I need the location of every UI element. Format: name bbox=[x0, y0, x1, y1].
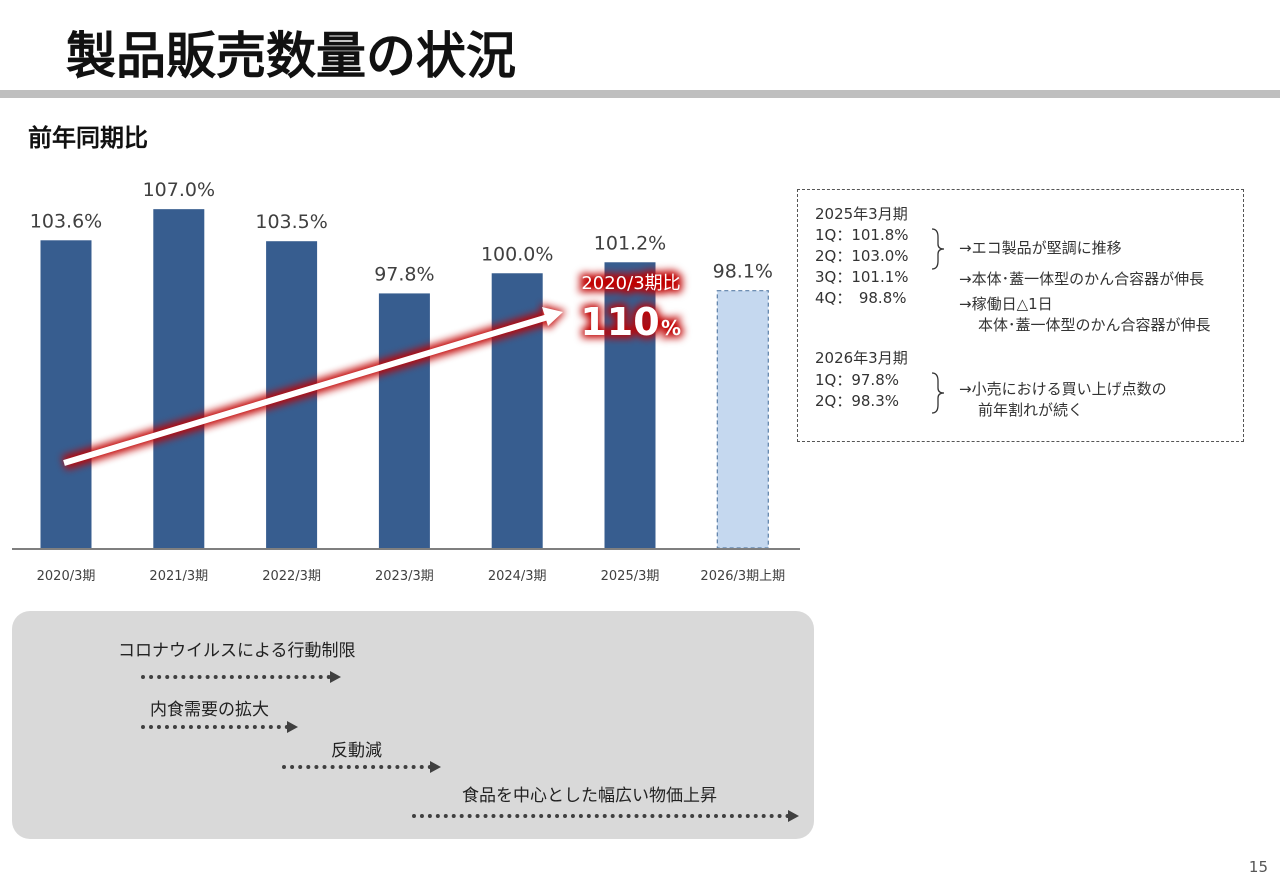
fy2026-q1: 1Q：97.8% bbox=[815, 370, 899, 391]
bar-forecast bbox=[717, 291, 768, 548]
bar-value-label: 100.0% bbox=[481, 243, 553, 265]
annotation-value: 110 bbox=[580, 300, 659, 344]
fy2026-comment-2: 前年割れが続く bbox=[978, 400, 1083, 421]
timeline-panel: コロナウイルスによる行動制限 内食需要の拡大 反動減 食品を中心とした幅広い物価… bbox=[12, 611, 814, 839]
category-label: 2025/3期 bbox=[601, 569, 660, 584]
page-number: 15 bbox=[1249, 858, 1268, 876]
bar bbox=[379, 293, 430, 548]
timeline-arrow bbox=[412, 814, 790, 818]
fy2025-q4: 4Q： 98.8% bbox=[815, 288, 907, 309]
category-label: 2021/3期 bbox=[149, 569, 208, 584]
fy2025-comment-3: →稼働日△1日 bbox=[959, 294, 1053, 315]
category-label: 2026/3期上期 bbox=[700, 569, 785, 584]
fy2026-q2: 2Q：98.3% bbox=[815, 391, 899, 412]
fy2026-heading: 2026年3月期 bbox=[815, 348, 908, 369]
bar-chart: 103.6% 107.0% 103.5% 97.8% 100.0% 101.2% 98.1%… bbox=[0, 160, 800, 600]
arrow-head-icon bbox=[287, 721, 298, 733]
category-label: 2020/3期 bbox=[37, 569, 96, 584]
fy2025-comment-1: →エコ製品が堅調に推移 bbox=[959, 238, 1122, 259]
timeline-arrow bbox=[282, 765, 432, 769]
timeline-label-covid: コロナウイルスによる行動制限 bbox=[118, 636, 356, 661]
annotation-unit: % bbox=[661, 316, 681, 340]
category-label: 2024/3期 bbox=[488, 569, 547, 584]
category-label: 2022/3期 bbox=[262, 569, 321, 584]
fy2025-heading: 2025年3月期 bbox=[815, 204, 908, 225]
bar-value-label: 98.1% bbox=[713, 261, 773, 283]
bar-value-label: 101.2% bbox=[594, 232, 666, 254]
section-title: 前年同期比 bbox=[28, 118, 148, 153]
bar-value-label: 103.5% bbox=[255, 211, 327, 233]
bar bbox=[153, 209, 204, 548]
fy2025-comment-4: 本体･蓋一体型のかん合容器が伸長 bbox=[978, 315, 1211, 336]
page-title: 製品販売数量の状況 bbox=[66, 16, 516, 88]
title-divider bbox=[0, 90, 1280, 98]
fy2025-comment-2: →本体･蓋一体型のかん合容器が伸長 bbox=[959, 269, 1204, 290]
annotation-label: 2020/3期比 bbox=[581, 273, 680, 294]
brace-icon bbox=[930, 372, 946, 414]
timeline-label-inflation: 食品を中心とした幅広い物価上昇 bbox=[462, 781, 717, 806]
bar-value-label: 103.6% bbox=[30, 210, 102, 232]
arrow-head-icon bbox=[430, 761, 441, 773]
arrow-head-icon bbox=[330, 671, 341, 683]
fy2025-q3: 3Q：101.1% bbox=[815, 267, 909, 288]
bar-value-label: 97.8% bbox=[374, 263, 434, 285]
fy2026-comment-1: →小売における買い上げ点数の bbox=[959, 379, 1167, 400]
notes-box: 2025年3月期 1Q：101.8% 2Q：103.0% 3Q：101.1% 4… bbox=[797, 189, 1244, 442]
timeline-arrow bbox=[141, 725, 289, 729]
timeline-label-rebound: 反動減 bbox=[331, 736, 382, 761]
arrow-head-icon bbox=[788, 810, 799, 822]
fy2025-q1: 1Q：101.8% bbox=[815, 225, 909, 246]
timeline-label-home-eating: 内食需要の拡大 bbox=[150, 695, 269, 720]
category-label: 2023/3期 bbox=[375, 569, 434, 584]
bar bbox=[41, 240, 92, 548]
bar-value-label: 107.0% bbox=[143, 179, 215, 201]
growth-annotation: 2020/3期比 110 % 2020/3期比 110 % bbox=[580, 273, 681, 344]
fy2025-q2: 2Q：103.0% bbox=[815, 246, 909, 267]
brace-icon bbox=[930, 228, 946, 270]
timeline-arrow bbox=[141, 675, 331, 679]
